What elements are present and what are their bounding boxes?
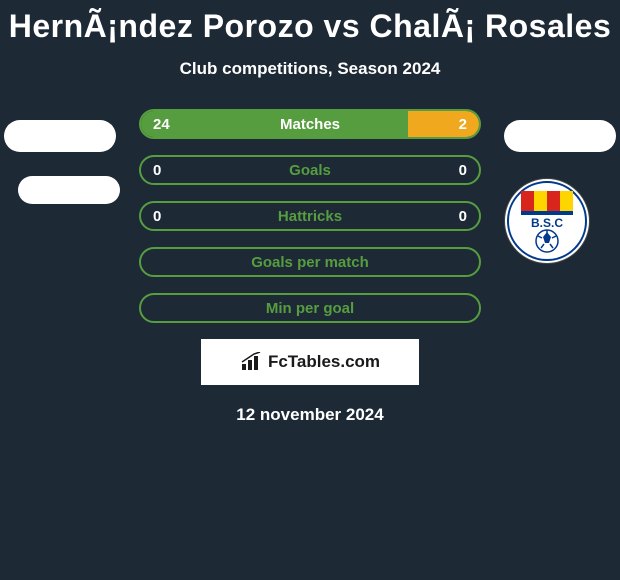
- player-left-avatar-2: [18, 176, 120, 204]
- chart-icon: [240, 352, 264, 372]
- comparison-title: HernÃ¡ndez Porozo vs ChalÃ¡ Rosales: [0, 0, 620, 45]
- bar-label: Hattricks: [141, 208, 479, 225]
- brand-text: FcTables.com: [268, 352, 380, 372]
- bar-label: Min per goal: [141, 300, 479, 317]
- stat-bars-container: 242Matches 00Goals 00Hattricks Goals per ma…: [139, 109, 481, 323]
- date-text: 12 november 2024: [0, 405, 620, 425]
- player-right-avatar: [504, 120, 616, 152]
- bar-label: Goals per match: [141, 254, 479, 271]
- stat-bar-row: Min per goal: [139, 293, 481, 323]
- bar-label: Goals: [141, 162, 479, 179]
- club-badge-icon: B.S.C: [504, 178, 590, 264]
- stat-bar-row: 00Goals: [139, 155, 481, 185]
- bar-label: Matches: [141, 116, 479, 133]
- club-badge-text: B.S.C: [531, 216, 563, 230]
- stat-bar-row: 242Matches: [139, 109, 481, 139]
- subtitle: Club competitions, Season 2024: [0, 59, 620, 79]
- brand-box: FcTables.com: [201, 339, 419, 385]
- player-left-avatar-1: [4, 120, 116, 152]
- stat-bar-row: Goals per match: [139, 247, 481, 277]
- stat-bar-row: 00Hattricks: [139, 201, 481, 231]
